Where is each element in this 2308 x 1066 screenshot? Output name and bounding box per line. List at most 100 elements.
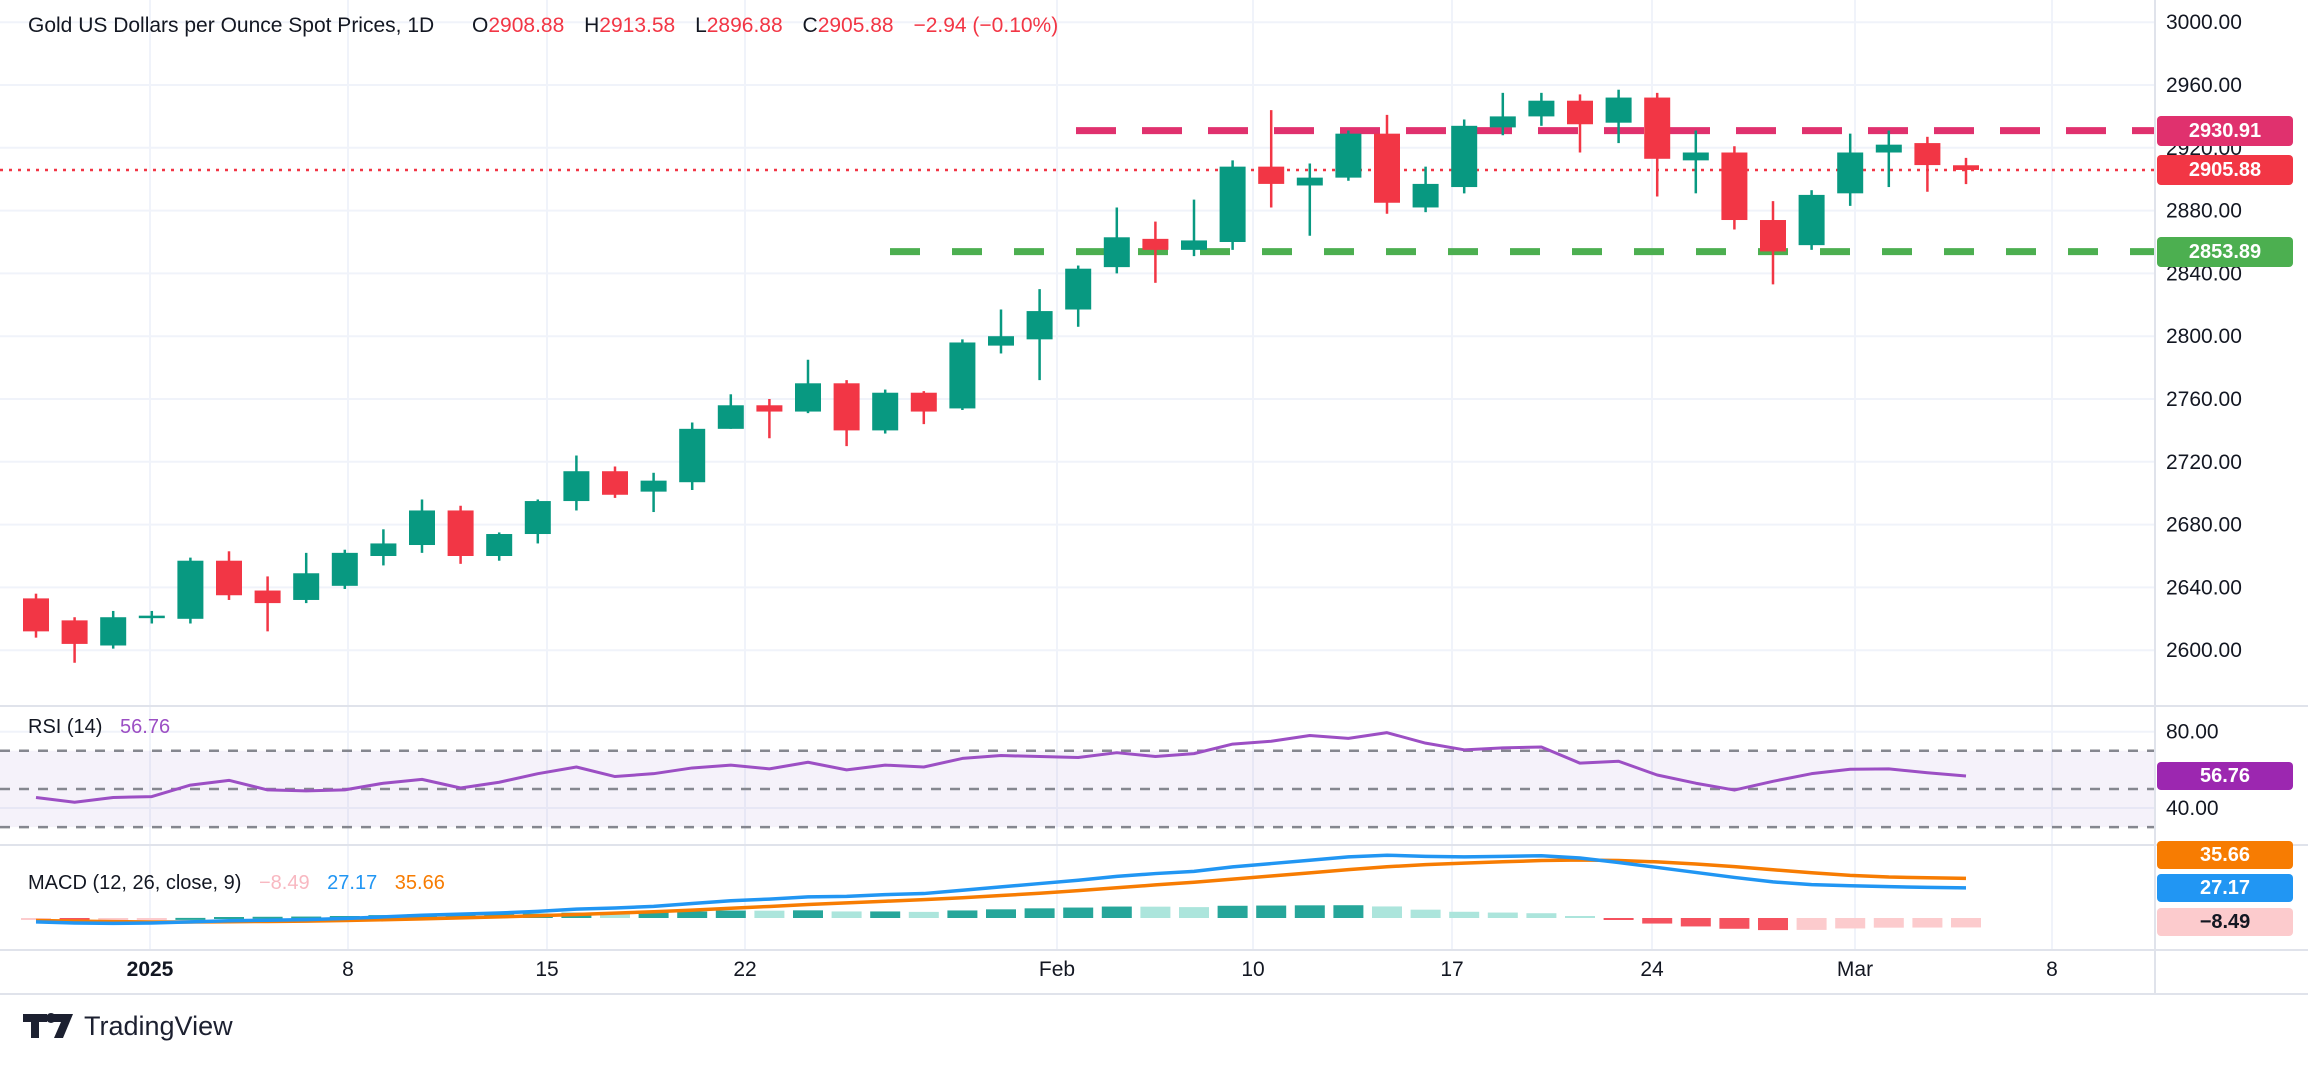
symbol-title: Gold US Dollars per Ounce Spot Prices, 1…: [28, 14, 435, 37]
candle[interactable]: [486, 534, 513, 556]
macd-hist-badge: −8.49: [2157, 908, 2293, 936]
time-axis-label: 22: [733, 958, 756, 981]
time-axis-label: 10: [1241, 958, 1264, 981]
macd-histogram-bar: [1642, 918, 1673, 924]
candle[interactable]: [1258, 166, 1285, 184]
candle[interactable]: [524, 501, 551, 535]
candle[interactable]: [216, 560, 242, 596]
candle[interactable]: [1875, 144, 1902, 153]
rsi-legend[interactable]: RSI (14) 56.76: [28, 716, 170, 739]
candle[interactable]: [1914, 143, 1941, 166]
candle[interactable]: [100, 617, 127, 646]
time-axis-label: 17: [1440, 958, 1463, 981]
macd-histogram-bar: [1873, 918, 1904, 928]
candle[interactable]: [563, 471, 590, 502]
candle[interactable]: [1026, 311, 1053, 340]
candle[interactable]: [1296, 177, 1323, 186]
high-label: H: [584, 14, 600, 37]
candle[interactable]: [717, 405, 744, 429]
candle[interactable]: [409, 510, 435, 546]
low-label: L: [695, 14, 707, 37]
resistance-price-badge: 2930.91: [2157, 116, 2293, 146]
candle[interactable]: [679, 428, 706, 483]
candle[interactable]: [1721, 152, 1748, 221]
price-axis-tick: 2800.00: [2166, 325, 2242, 348]
candle[interactable]: [331, 552, 358, 586]
candle[interactable]: [1567, 100, 1593, 125]
candle[interactable]: [1953, 165, 1979, 170]
candle[interactable]: [1065, 268, 1092, 310]
rsi-plot: [35, 731, 1967, 804]
rsi-name: RSI (14): [28, 716, 103, 738]
macd-histogram-bar: [98, 918, 129, 920]
candle[interactable]: [949, 342, 976, 409]
candle[interactable]: [1644, 97, 1671, 159]
price-axis[interactable]: 3000.002960.002920.002880.002840.002800.…: [2166, 11, 2242, 820]
candle[interactable]: [254, 590, 281, 604]
candle[interactable]: [1374, 133, 1400, 203]
candle[interactable]: [1798, 194, 1825, 246]
chart-legend[interactable]: Gold US Dollars per Ounce Spot Prices, 1…: [28, 14, 1058, 38]
price-chart-canvas[interactable]: 3000.002960.002920.002880.002840.002800.…: [0, 0, 2308, 1000]
macd-line-badge: 27.17: [2157, 874, 2293, 902]
macd-histogram-bar: [1063, 907, 1094, 918]
time-axis-label: 8: [2046, 958, 2058, 981]
price-levels[interactable]: [0, 127, 2155, 256]
candle[interactable]: [1837, 152, 1864, 194]
candle[interactable]: [1528, 100, 1555, 117]
candle[interactable]: [177, 560, 204, 619]
candle[interactable]: [1489, 116, 1516, 128]
candle[interactable]: [910, 392, 937, 412]
candle[interactable]: [640, 480, 667, 492]
candle[interactable]: [23, 598, 49, 632]
macd-histogram-bar: [908, 911, 939, 918]
candle[interactable]: [1760, 220, 1786, 252]
macd-line: [35, 853, 1967, 926]
macd-histogram-bar: [1758, 918, 1788, 931]
candle[interactable]: [1181, 240, 1207, 250]
macd-signal-line: [35, 858, 1967, 924]
candle[interactable]: [1335, 133, 1362, 178]
price-axis-tick: 2720.00: [2166, 451, 2242, 474]
macd-histogram-bar: [1372, 906, 1402, 918]
candle[interactable]: [1142, 238, 1169, 250]
low-value: 2896.88: [706, 14, 783, 37]
macd-histogram-bar: [445, 914, 476, 918]
change-value: −2.94 (−0.10%): [913, 14, 1059, 37]
last-price-badge: 2905.88: [2157, 155, 2293, 185]
close-label: C: [802, 14, 818, 37]
candle[interactable]: [602, 471, 628, 495]
time-axis-label: 15: [535, 958, 558, 981]
tradingview-logo-text: TradingView: [84, 1010, 233, 1041]
price-axis-tick: 2760.00: [2166, 388, 2242, 411]
candle[interactable]: [1219, 166, 1246, 242]
candle[interactable]: [447, 510, 474, 556]
tradingview-logo[interactable]: TradingView: [22, 1008, 233, 1044]
candle[interactable]: [61, 620, 88, 644]
candle[interactable]: [756, 405, 783, 412]
candle[interactable]: [1682, 152, 1709, 161]
macd-histogram-bar: [1256, 905, 1287, 918]
candle[interactable]: [1412, 183, 1439, 208]
macd-legend[interactable]: MACD (12, 26, close, 9) −8.49 27.17 35.6…: [28, 872, 445, 895]
macd-histogram-bar: [1101, 906, 1132, 918]
macd-histogram-bar: [1951, 918, 1981, 928]
macd-hist-value: −8.49: [258, 872, 310, 894]
candle[interactable]: [1451, 125, 1478, 188]
candle[interactable]: [988, 336, 1014, 346]
candle[interactable]: [293, 573, 320, 600]
candle[interactable]: [872, 392, 899, 431]
macd-histogram-bar: [1796, 918, 1827, 930]
candle[interactable]: [138, 615, 165, 619]
candle[interactable]: [795, 383, 821, 412]
candle[interactable]: [1605, 97, 1632, 123]
macd-histogram-bar: [1912, 918, 1943, 928]
candle[interactable]: [1103, 237, 1130, 268]
macd-histogram-bar: [252, 916, 283, 919]
price-axis-tick: 3000.00: [2166, 11, 2242, 34]
candle[interactable]: [370, 543, 397, 556]
time-axis[interactable]: 2025 8 15 22 Feb 10 17 24 Mar 8: [127, 958, 2058, 981]
candle[interactable]: [833, 383, 860, 431]
time-axis-label: Mar: [1837, 958, 1873, 981]
